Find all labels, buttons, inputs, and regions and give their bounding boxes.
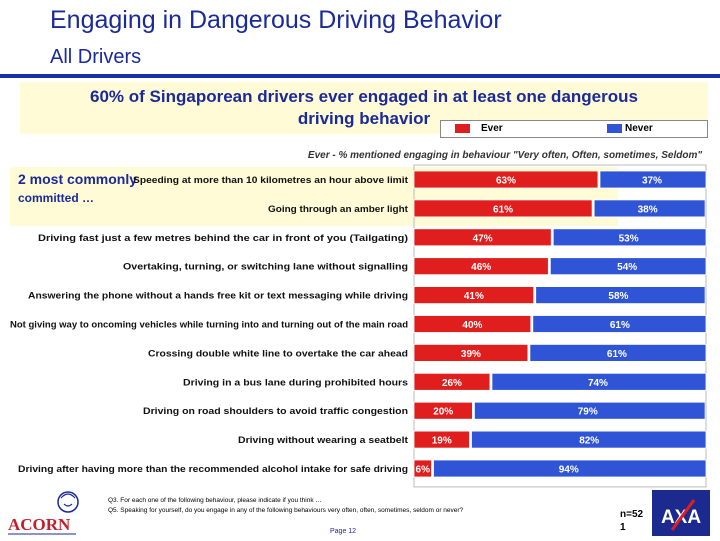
- headline: 60% of Singaporean drivers ever engaged …: [20, 86, 708, 130]
- acorn-emblem-detail: [60, 493, 76, 507]
- bar-never: [473, 401, 706, 420]
- bar-ever: [413, 372, 491, 391]
- sample-size: n=52 1: [620, 508, 643, 534]
- data-label-ever: 39%: [461, 349, 481, 360]
- legend-label-never: Never: [625, 123, 653, 134]
- legend-swatch-ever: [455, 124, 470, 133]
- sample-size-line-2: 1: [620, 522, 626, 533]
- footnote-q5: Q5. Speaking for yourself, do you engage…: [108, 507, 464, 514]
- data-label-never: 38%: [638, 204, 658, 215]
- bar-ever: [413, 257, 549, 276]
- category-label: Driving on road shoulders to avoid traff…: [143, 406, 408, 416]
- data-label-never: 58%: [608, 291, 628, 302]
- page-number: Page 12: [330, 528, 357, 535]
- chart-legend: Ever Never: [440, 120, 708, 138]
- acorn-logo: ACORN: [8, 491, 79, 535]
- data-label-never: 61%: [610, 320, 630, 331]
- bar-never: [491, 372, 707, 391]
- data-label-never: 74%: [588, 378, 608, 389]
- data-label-ever: 40%: [462, 320, 482, 331]
- legend-label-ever: Ever: [481, 123, 503, 134]
- data-label-ever: 47%: [473, 233, 493, 244]
- axa-logo: AXA: [652, 490, 710, 536]
- data-label-ever: 20%: [433, 407, 453, 418]
- bar-never: [549, 257, 707, 276]
- axa-red-stroke: [670, 499, 696, 531]
- data-label-ever: 61%: [493, 204, 513, 215]
- bar-never: [599, 170, 707, 189]
- acorn-wordmark: ACORN: [8, 515, 71, 534]
- category-label: Crossing double white line to overtake t…: [148, 348, 408, 358]
- footnote-q3: Q3. For each one of the following behavi…: [108, 497, 322, 504]
- data-label-never: 79%: [578, 407, 598, 418]
- data-label-ever: 6%: [416, 465, 431, 476]
- footnote: Q3. For each one of the following behavi…: [108, 496, 463, 516]
- callout-line-2: committed …: [18, 191, 95, 205]
- category-label: Driving without wearing a seatbelt: [238, 435, 408, 445]
- bar-never: [552, 228, 707, 247]
- bar-ever: [413, 199, 593, 218]
- data-label-never: 94%: [559, 465, 579, 476]
- page-subtitle: All Drivers: [50, 46, 142, 68]
- category-label: Speeding at more than 10 kilometres an h…: [133, 175, 408, 185]
- bar-ever: [413, 459, 432, 478]
- bar-ever: [413, 430, 470, 449]
- title-divider: [0, 74, 720, 78]
- top-two-callout: 2 most commonly committed …: [18, 170, 137, 208]
- bar-ever: [413, 315, 532, 333]
- data-label-never: 82%: [579, 436, 599, 447]
- data-label-ever: 46%: [471, 262, 491, 273]
- bar-never: [535, 286, 706, 305]
- bar-never: [529, 343, 707, 362]
- bar-never: [593, 199, 706, 218]
- data-label-never: 54%: [617, 262, 637, 273]
- acorn-emblem: [57, 491, 79, 513]
- bar-ever: [413, 401, 473, 420]
- category-label: Going through an amber light: [268, 204, 408, 214]
- category-label: Driving after having more than the recom…: [18, 464, 408, 474]
- data-label-ever: 63%: [496, 176, 516, 187]
- headline-line-2: driving behavior: [297, 109, 431, 128]
- page-title: Engaging in Dangerous Driving Behavior: [50, 6, 502, 34]
- data-label-never: 53%: [619, 233, 639, 244]
- legend-swatch-never: [607, 124, 622, 133]
- category-label: Driving in a bus lane during prohibited …: [183, 377, 408, 387]
- bar-ever: [413, 286, 535, 305]
- bar-ever: [413, 228, 552, 247]
- data-label-ever: 41%: [464, 291, 484, 302]
- bar-ever: [413, 170, 599, 189]
- bar-never: [471, 430, 707, 449]
- category-label: Overtaking, turning, or switching lane w…: [123, 262, 408, 272]
- bar-never: [433, 459, 707, 478]
- axa-logo-art: AXA: [661, 499, 701, 531]
- category-label: Answering the phone without a hands free…: [28, 291, 408, 301]
- sample-size-label: n=52: [620, 509, 644, 520]
- data-label-never: 37%: [642, 176, 662, 187]
- category-label: Driving fast just a few metres behind th…: [38, 233, 408, 243]
- data-label-never: 61%: [607, 349, 627, 360]
- bar-ever: [413, 343, 529, 362]
- category-label: Not giving way to oncoming vehicles whil…: [10, 320, 408, 330]
- headline-line-1: 60% of Singaporean drivers ever engaged …: [90, 87, 638, 106]
- bar-never: [532, 315, 707, 333]
- callout-line-1: 2 most commonly: [18, 171, 138, 187]
- data-label-ever: 19%: [432, 436, 452, 447]
- data-label-ever: 26%: [442, 378, 462, 389]
- chart-title: Ever - % mentioned engaging in behaviour…: [307, 150, 703, 161]
